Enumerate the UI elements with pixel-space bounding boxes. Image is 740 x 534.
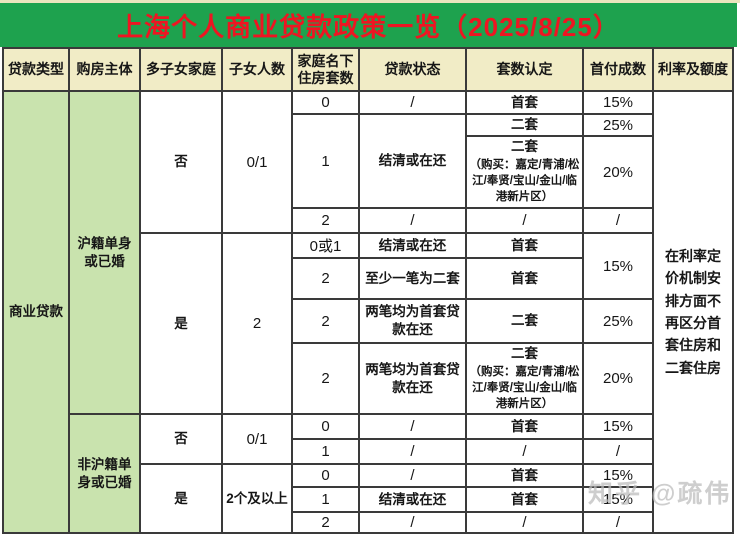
cell-multi-child: 是 — [139, 231, 223, 416]
cell-determination: 首套 — [465, 463, 584, 489]
cell-down-payment: 15% — [582, 413, 654, 441]
table-row: 是 2 0或1 结清或在还 首套 15% — [3, 231, 733, 416]
cell-houses: 1 — [291, 486, 360, 514]
cell-determination: 二套 — [465, 113, 584, 137]
cell-houses: 0 — [291, 413, 360, 441]
cell-status: 两笔均为首套贷款在还 — [358, 298, 467, 344]
cell-children-count: 2 — [221, 231, 293, 416]
cell-down-payment: / — [582, 438, 654, 466]
cell-children-count: 0/1 — [221, 90, 293, 234]
cell-down-payment: 15% — [582, 90, 654, 115]
cell-determination: 首套 — [465, 232, 584, 259]
cell-buyer-non-hukou: 非沪籍单身或已婚 — [68, 413, 141, 534]
cell-status: / — [358, 90, 467, 115]
table-row: 二套 （购买：嘉定/青浦/松江/奉贤/宝山/金山/临港新片区） 20% — [3, 135, 733, 209]
header-buyer: 购房主体 — [68, 47, 141, 92]
header-multi-child: 多子女家庭 — [139, 47, 223, 92]
header-rate-quota: 利率及额度 — [652, 47, 734, 92]
header-down-payment: 首付成数 — [582, 47, 654, 92]
cell-determination: 首套 — [465, 90, 584, 115]
cell-determination: 首套 — [465, 257, 584, 300]
cell-houses: 0或1 — [291, 232, 360, 259]
table-row: 是 2个及以上 0 / 首套 15% — [3, 463, 733, 534]
cell-down-payment: 15% — [582, 486, 654, 514]
cell-down-payment: 15% — [582, 232, 654, 300]
table-row: 2 两笔均为首套贷款在还 二套 25% — [3, 298, 733, 344]
cell-status: / — [358, 463, 467, 489]
cell-status: 结清或在还 — [358, 486, 467, 514]
cell-multi-child: 是 — [139, 463, 223, 534]
header-houses-owned: 家庭名下住房套数 — [291, 47, 360, 92]
cell-houses: 2 — [291, 207, 360, 234]
cell-status: / — [358, 511, 467, 534]
determination-districts: （购买：嘉定/青浦/松江/奉贤/宝山/金山/临港新片区） — [469, 365, 580, 411]
cell-status: / — [358, 207, 467, 234]
determination-main: 二套 — [511, 346, 538, 361]
header-loan-type: 贷款类型 — [2, 47, 70, 92]
cell-multi-child: 否 — [139, 90, 223, 234]
page-title: 上海个人商业贷款政策一览（2025/8/25） — [117, 11, 620, 42]
table-row: 1 结清或在还 首套 15% — [3, 486, 733, 514]
cell-down-payment: / — [582, 511, 654, 534]
cell-status: / — [358, 438, 467, 466]
cell-loan-type: 商业贷款 — [2, 89, 70, 534]
cell-rate-note: 在利率定价机制安排方面不再区分首套住房和二套住房 — [652, 89, 734, 534]
cell-determination: 二套 （购买：嘉定/青浦/松江/奉贤/宝山/金山/临港新片区） — [465, 135, 584, 209]
table-row: 1 结清或在还 二套 25% — [3, 113, 733, 209]
table-row: 2 至少一笔为二套 首套 — [3, 257, 733, 300]
table-row: 商业贷款 沪籍单身或已婚 否 0/1 0 / 首套 15% 在利率定价机制安排方… — [2, 89, 734, 534]
table-row: 1 / / / — [3, 438, 733, 466]
cell-determination: 二套 — [465, 298, 584, 344]
cell-determination: / — [465, 511, 584, 534]
cell-multi-child: 否 — [139, 413, 223, 466]
cell-houses: 2 — [291, 511, 360, 534]
header-loan-status: 贷款状态 — [358, 47, 467, 92]
cell-houses: 1 — [291, 113, 360, 209]
determination-main: 二套 — [511, 139, 538, 155]
cell-houses: 2 — [291, 298, 360, 344]
cell-houses: 2 — [291, 257, 360, 300]
table-row: 非沪籍单身或已婚 否 0/1 0 / 首套 15% — [3, 413, 733, 534]
cell-houses: 1 — [291, 438, 360, 466]
header-determination: 套数认定 — [465, 47, 584, 92]
cell-down-payment: 15% — [582, 463, 654, 489]
cell-determination: / — [465, 438, 584, 466]
cell-status: 两笔均为首套贷款在还 — [358, 341, 467, 416]
header-row: 贷款类型 购房主体 多子女家庭 子女人数 家庭名下住房套数 贷款状态 套数认定 … — [2, 47, 734, 92]
cell-determination: / — [465, 207, 584, 234]
cell-houses: 2 — [291, 341, 360, 416]
title-bar: 上海个人商业贷款政策一览（2025/8/25） — [0, 3, 737, 47]
cell-children-count: 2个及以上 — [221, 463, 293, 534]
cell-buyer-hukou: 沪籍单身或已婚 — [68, 89, 141, 416]
cell-children-count: 0/1 — [221, 413, 293, 466]
cell-houses: 0 — [291, 90, 360, 115]
cell-status: 至少一笔为二套 — [358, 257, 467, 300]
cell-down-payment: 20% — [582, 341, 654, 416]
determination-districts: （购买：嘉定/青浦/松江/奉贤/宝山/金山/临港新片区） — [469, 159, 580, 204]
cell-houses: 0 — [291, 463, 360, 489]
cell-down-payment: / — [582, 207, 654, 234]
cell-status: 结清或在还 — [358, 232, 467, 259]
header-children-count: 子女人数 — [221, 47, 293, 92]
table-row: 2 / / / — [3, 207, 733, 234]
cell-down-payment: 20% — [582, 135, 654, 209]
cell-status: 结清或在还 — [358, 113, 467, 209]
loan-policy-table: 贷款类型 购房主体 多子女家庭 子女人数 家庭名下住房套数 贷款状态 套数认定 … — [2, 47, 734, 534]
table-row: 2 两笔均为首套贷款在还 二套 （购买：嘉定/青浦/松江/奉贤/宝山/金山/临港… — [3, 341, 733, 416]
cell-determination: 首套 — [465, 486, 584, 514]
cell-down-payment: 25% — [582, 298, 654, 344]
cell-down-payment: 25% — [582, 113, 654, 137]
cell-status: / — [358, 413, 467, 441]
top-edge-strip — [0, 0, 740, 3]
cell-determination: 首套 — [465, 413, 584, 441]
cell-determination: 二套 （购买：嘉定/青浦/松江/奉贤/宝山/金山/临港新片区） — [465, 341, 584, 416]
